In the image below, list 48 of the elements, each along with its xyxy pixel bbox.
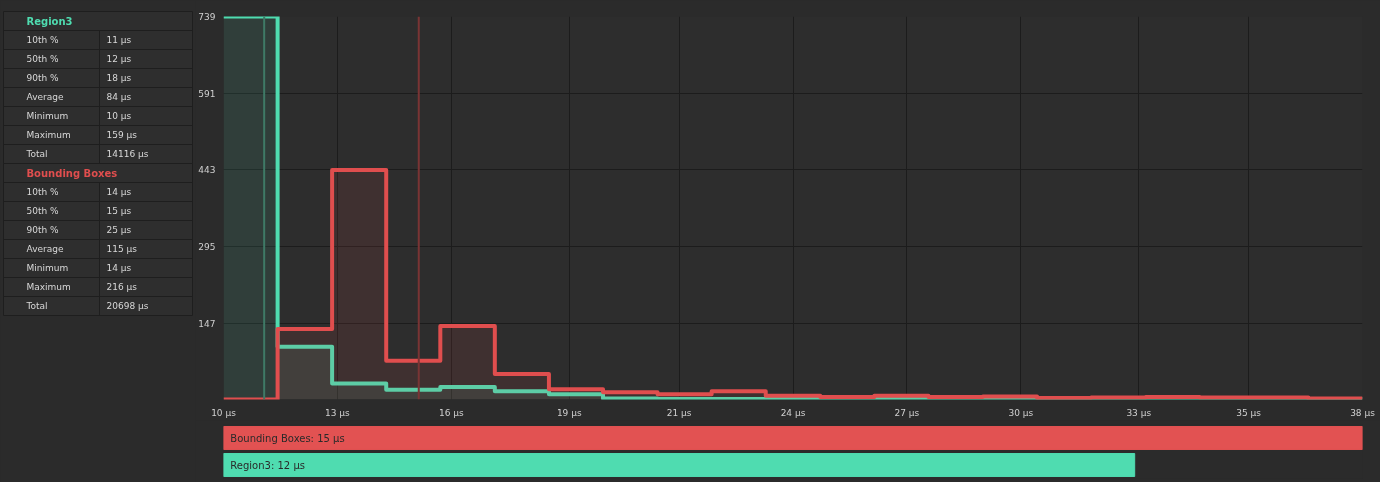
y-tick-label: 147 [198,318,216,329]
category-label: Average [26,244,64,254]
category-label: Average [26,92,64,102]
data-label: 10 µs [106,111,132,121]
data-label: Bounding Boxes: 15 µs [230,432,345,444]
category-label: 50th % [26,54,60,64]
x-tick-label: 27 µs [894,407,920,418]
x-tick-label: 10 µs [211,407,237,418]
series-label: Bounding Boxes [26,167,118,179]
category-label: Total [26,301,48,311]
category-label: Total [25,149,48,159]
category-label: Maximum [26,130,71,140]
data-label: 11 µs [106,35,132,45]
x-tick-label: 38 µs [1350,407,1376,418]
data-label: 25 µs [106,225,132,235]
y-tick-label: 295 [198,242,216,253]
category-label: Minimum [26,111,69,121]
data-label: 216 µs [106,282,138,292]
x-tick-label: 24 µs [780,407,806,418]
data-label: 14 µs [106,263,132,273]
y-tick-label: 443 [198,165,216,176]
y-tick-label: 591 [198,88,216,99]
data-label: 18 µs [106,73,132,83]
x-tick-label: 19 µs [556,407,582,418]
data-label: 14116 µs [106,149,149,159]
data-label: 115 µs [106,244,138,254]
category-label: 10th % [26,35,60,45]
data-label: 12 µs [106,54,132,64]
data-label: 20698 µs [106,301,149,311]
data-label: Region3: 12 µs [230,459,305,471]
x-tick-label: 16 µs [438,407,464,418]
data-label: 14 µs [106,187,132,197]
category-label: 10th % [26,187,59,197]
data-label: 84 µs [106,92,132,102]
x-tick-label: 35 µs [1236,407,1262,418]
category-label: 50th % [26,206,59,216]
y-tick-label: 739 [198,12,216,22]
x-tick-label: 21 µs [666,407,692,418]
data-label: 159 µs [106,130,138,140]
category-label: Maximum [26,282,71,292]
x-tick-label: 33 µs [1126,407,1152,418]
category-label: 90th % [26,73,60,83]
data-label: 15 µs [106,206,132,216]
category-label: Minimum [26,263,69,273]
category-label: 90th % [26,225,59,235]
x-tick-label: 30 µs [1008,407,1034,418]
series-label: Region3 [26,15,73,27]
x-tick-label: 13 µs [325,407,351,418]
